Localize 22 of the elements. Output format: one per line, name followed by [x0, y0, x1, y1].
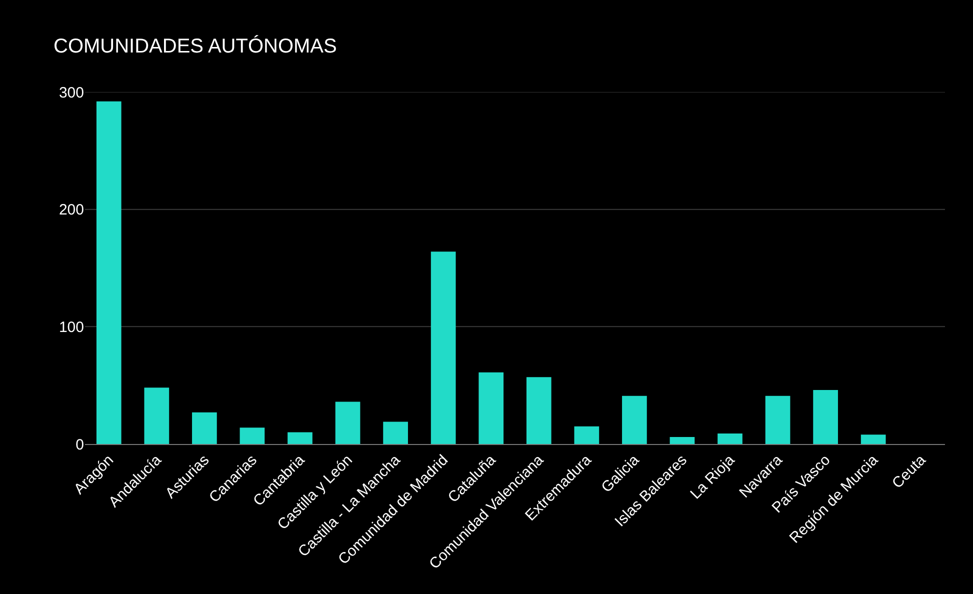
y-tick-label: 100	[58, 318, 84, 336]
bar	[144, 388, 170, 444]
bar	[765, 396, 790, 444]
bar	[335, 402, 360, 444]
bar	[240, 428, 265, 444]
y-tick-label: 300	[58, 84, 84, 102]
bar	[860, 434, 886, 444]
bar	[574, 426, 600, 444]
bar	[192, 412, 217, 444]
bar	[96, 101, 122, 444]
bar	[622, 396, 647, 444]
bar	[526, 377, 552, 444]
bar	[478, 372, 504, 444]
bar	[670, 436, 695, 444]
bar	[430, 252, 456, 444]
bar	[288, 432, 312, 444]
bar	[383, 422, 408, 444]
y-tick-label: 0	[76, 436, 84, 454]
bar	[813, 390, 838, 444]
bar	[718, 433, 742, 444]
chart-title: COMUNIDADES AUTÓNOMAS	[54, 34, 337, 58]
y-tick-label: 200	[58, 202, 84, 219]
